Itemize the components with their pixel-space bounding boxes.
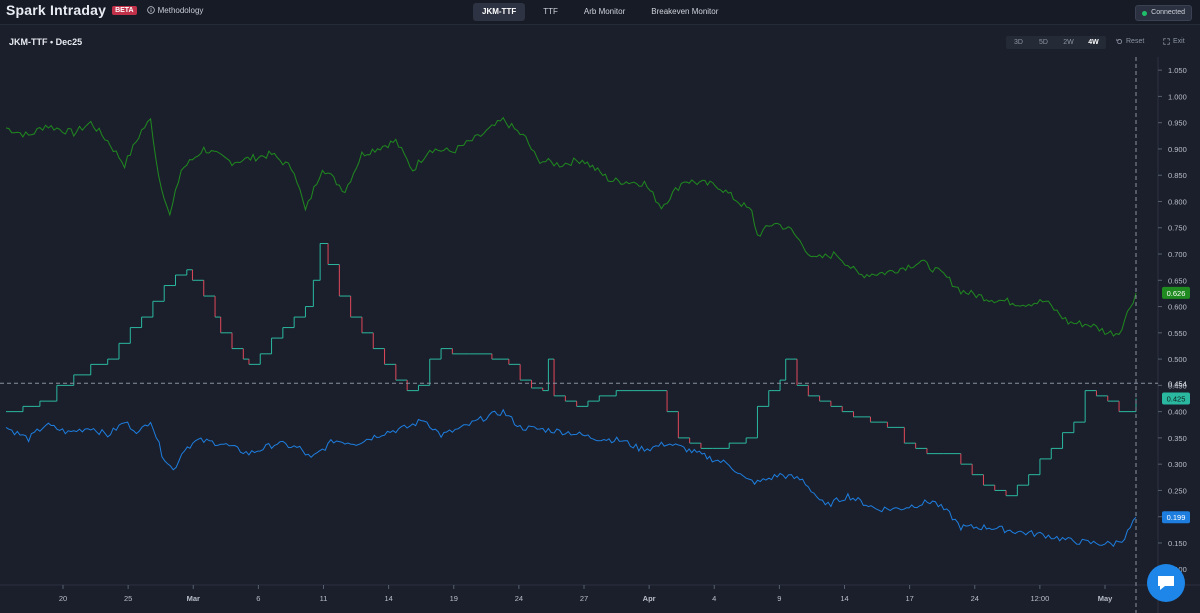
x-tick-label: 14 (840, 594, 848, 603)
blue-series-line (5, 408, 1137, 548)
y-tick-label: 0.300 (1168, 460, 1187, 469)
y-tick-label: 0.700 (1168, 250, 1187, 259)
connection-status: Connected (1135, 5, 1192, 21)
price-chart[interactable]: 1.050 1.000 0.950 0.900 0.850 0.800 0.750 0.700… (0, 57, 1200, 613)
x-tick-label: 27 (580, 594, 588, 603)
reset-button[interactable]: Reset (1116, 38, 1144, 45)
status-label: Connected (1151, 9, 1185, 16)
green-series-line (5, 116, 1137, 337)
status-dot-icon (1142, 10, 1148, 16)
app-name: Spark Intraday (6, 2, 107, 18)
methodology-link[interactable]: Methodology (146, 5, 204, 15)
methodology-label: Methodology (157, 5, 204, 15)
y-tick-label: 0.850 (1168, 171, 1187, 180)
x-tick-label: 6 (256, 594, 260, 603)
x-tick-label: 24 (971, 594, 979, 603)
chat-button[interactable] (1147, 564, 1185, 602)
x-tick-label: Mar (187, 594, 200, 603)
y-tick-label: 0.450 (1168, 381, 1187, 390)
chart-title: JKM-TTF • Dec25 (9, 37, 83, 47)
info-icon (146, 6, 155, 14)
range-selector: 3D 5D 2W 4W (1006, 36, 1106, 49)
beta-badge: BETA (112, 5, 137, 15)
crosshair-value: 0.454 (1168, 379, 1187, 388)
last-value-badge (1162, 511, 1190, 524)
x-tick-label: 20 (59, 594, 67, 603)
range-2w[interactable]: 2W (1063, 39, 1074, 46)
x-tick-label: 25 (124, 594, 132, 603)
brand: Spark Intraday BETA Methodology (6, 2, 203, 18)
y-tick-label: 1.050 (1168, 66, 1187, 75)
y-tick-label: 0.750 (1168, 224, 1187, 233)
range-5d[interactable]: 5D (1039, 39, 1048, 46)
range-3d[interactable]: 3D (1014, 39, 1023, 46)
y-tick-label: 0.550 (1168, 329, 1187, 338)
y-tick-label: 0.500 (1168, 355, 1187, 364)
y-tick-label: 0.350 (1168, 434, 1187, 443)
x-tick-label: 9 (777, 594, 781, 603)
x-tick-label: 4 (712, 594, 716, 603)
x-tick-label: 14 (384, 594, 392, 603)
chat-icon (1158, 576, 1174, 590)
reset-label: Reset (1126, 38, 1145, 45)
exit-label: Exit (1173, 38, 1185, 45)
x-tick-label: 12:00 (1030, 594, 1049, 603)
main-nav: JKM-TTF TTF Arb Monitor Breakeven Monito… (473, 0, 734, 24)
tab-arb-monitor[interactable]: Arb Monitor (583, 7, 626, 16)
range-4w[interactable]: 4W (1088, 39, 1099, 46)
exit-button[interactable]: Exit (1163, 38, 1185, 45)
chart-area[interactable]: 1.050 1.000 0.950 0.900 0.850 0.800 0.750 0.700… (0, 57, 1200, 613)
last-value-badge (1162, 286, 1190, 299)
tab-jkm-ttf[interactable]: JKM-TTF (473, 3, 526, 21)
top-bar: Spark Intraday BETA Methodology JKM-TTF … (0, 0, 1200, 25)
y-tick-label: 1.000 (1168, 92, 1187, 101)
last-value-badge (1162, 392, 1190, 405)
last-value-label: 0.425 (1167, 394, 1186, 403)
y-tick-label: 0.950 (1168, 119, 1187, 128)
x-tick-label: 11 (320, 594, 328, 603)
y-tick-label: 0.800 (1168, 197, 1187, 206)
last-value-label: 0.199 (1167, 513, 1186, 522)
x-tick-label: 24 (515, 594, 523, 603)
y-tick-label: 0.600 (1168, 303, 1187, 312)
y-tick-label: 0.150 (1168, 539, 1187, 548)
y-tick-label: 0.900 (1168, 145, 1187, 154)
y-tick-label: 0.250 (1168, 486, 1187, 495)
x-tick-label: Apr (643, 594, 656, 603)
x-tick-label: May (1098, 594, 1113, 603)
last-value-label: 0.626 (1167, 289, 1186, 298)
x-tick-label: 19 (450, 594, 458, 603)
y-tick-label: 0.400 (1168, 408, 1187, 417)
tab-breakeven-monitor[interactable]: Breakeven Monitor (651, 7, 719, 16)
y-tick-label: 0.650 (1168, 276, 1187, 285)
tab-ttf[interactable]: TTF (543, 7, 558, 16)
x-tick-label: 17 (905, 594, 913, 603)
expand-icon (1163, 38, 1170, 45)
reset-icon (1116, 38, 1123, 45)
